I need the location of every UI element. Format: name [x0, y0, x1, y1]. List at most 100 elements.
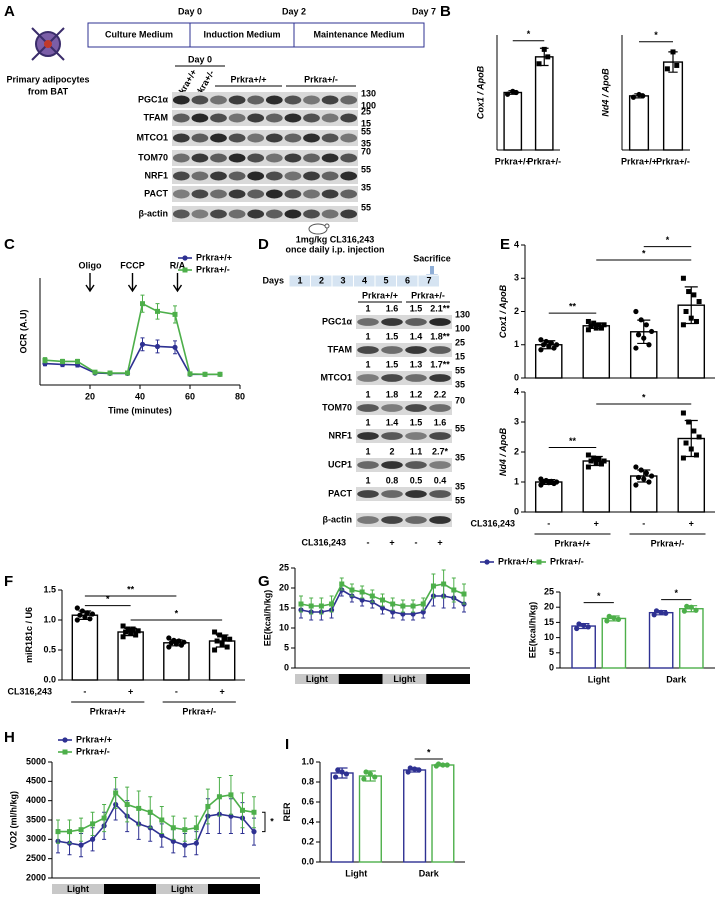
quant-label: 1 [365, 417, 370, 427]
series-marker [159, 832, 165, 839]
mw-marker: 15 [361, 118, 371, 128]
y-axis-label: OCR (A.U) [18, 310, 28, 354]
data-point [663, 610, 669, 616]
group-label: Prkra+/- [182, 706, 216, 716]
protein-label: MTCO1 [321, 372, 353, 382]
x-tick-label: - [547, 518, 550, 528]
day-label: Day 7 [412, 6, 436, 16]
quant-label: 1.4 [410, 331, 423, 341]
blot-band [357, 404, 379, 412]
series-marker [251, 829, 257, 835]
blot-band [172, 113, 190, 123]
quant-label: 0.8 [386, 475, 399, 485]
x-tick-label: Dark [419, 868, 440, 878]
y-tick-label: 3500 [26, 814, 46, 824]
treatment-sign: + [389, 537, 394, 547]
blot-band [284, 113, 302, 123]
data-point [222, 635, 228, 641]
blot-band [191, 189, 209, 199]
y-axis-label: Cox1 / ApoB [498, 284, 508, 338]
blot-band [247, 153, 265, 163]
legend-marker [62, 749, 68, 755]
data-point [686, 419, 692, 425]
bar [117, 631, 144, 681]
blot-band [429, 318, 451, 326]
data-point [332, 774, 339, 780]
bar [601, 617, 627, 669]
blot-band [357, 461, 379, 469]
x-tick-label: Prkra+/+ [495, 156, 531, 166]
medium-box [87, 22, 191, 48]
data-point [648, 473, 655, 479]
data-point [633, 464, 639, 470]
x-axis-label: Time (minutes) [108, 405, 172, 415]
data-point [576, 621, 582, 627]
x-tick-label: 20 [85, 391, 95, 401]
significance-label: * [654, 30, 658, 40]
y-tick-label: 0.2 [301, 836, 314, 846]
quant-label: 1 [365, 446, 370, 456]
blot-band [405, 318, 427, 326]
data-point [641, 476, 647, 482]
data-point [536, 61, 542, 67]
data-point [653, 608, 660, 614]
protein-label: TFAM [144, 112, 169, 122]
y-tick-label: 0.8 [301, 776, 314, 786]
data-point [696, 299, 702, 305]
data-point [130, 626, 136, 632]
y-tick-label: 20 [279, 582, 289, 592]
data-point [588, 323, 594, 329]
y-tick-label: 0 [514, 372, 519, 382]
blot-band [429, 346, 451, 354]
bar [582, 325, 611, 379]
significance-label: * [175, 608, 179, 618]
mw-marker: 55 [455, 495, 465, 505]
y-tick-label: 1.0 [43, 614, 56, 624]
data-point [367, 771, 373, 777]
blot-band [247, 171, 265, 181]
blot-band [284, 189, 302, 199]
protein-label: PGC1α [322, 316, 353, 326]
day-number: 4 [362, 275, 367, 285]
blot-band [265, 209, 283, 219]
day-label: Day 0 [178, 6, 202, 16]
blot-background [356, 371, 452, 385]
data-point [683, 440, 689, 446]
period-bar [104, 884, 156, 894]
data-point [224, 644, 230, 650]
quant-label: 1.5 [386, 331, 399, 341]
y-tick-label: 0.5 [43, 644, 56, 654]
blot-background [356, 513, 452, 527]
panel-label: E [500, 236, 510, 253]
data-point [553, 479, 560, 485]
blot-band [210, 113, 227, 123]
data-point [643, 470, 649, 476]
quant-label: 0.5 [410, 475, 423, 485]
y-axis-label: Nd4 / ApoB [498, 427, 508, 476]
protein-label: NRF1 [144, 170, 168, 180]
data-point [89, 611, 96, 617]
data-point [585, 318, 591, 324]
blot-band [381, 346, 403, 354]
blot-band [210, 133, 227, 143]
blot-band [191, 95, 209, 105]
treatment-label: CL316,243 [470, 518, 515, 528]
y-axis-label: EE(kcal/h/kg) [527, 602, 537, 659]
y-tick-label: 5 [549, 647, 554, 657]
series-marker [390, 609, 396, 615]
medium-label: Culture Medium [105, 29, 173, 39]
data-point [538, 347, 544, 353]
blot-band [340, 189, 358, 199]
series-marker [205, 803, 211, 809]
quant-label: 1.5 [410, 417, 423, 427]
blot-band [284, 171, 302, 181]
sacrifice-label: Sacrifice [413, 253, 451, 263]
blot-band [210, 153, 227, 163]
series-marker [420, 601, 426, 607]
data-point [84, 610, 90, 616]
y-tick-label: 15 [544, 617, 554, 627]
data-point [598, 325, 604, 331]
blot-band [191, 113, 209, 123]
series-marker [140, 301, 145, 307]
significance-label: * [527, 29, 531, 39]
